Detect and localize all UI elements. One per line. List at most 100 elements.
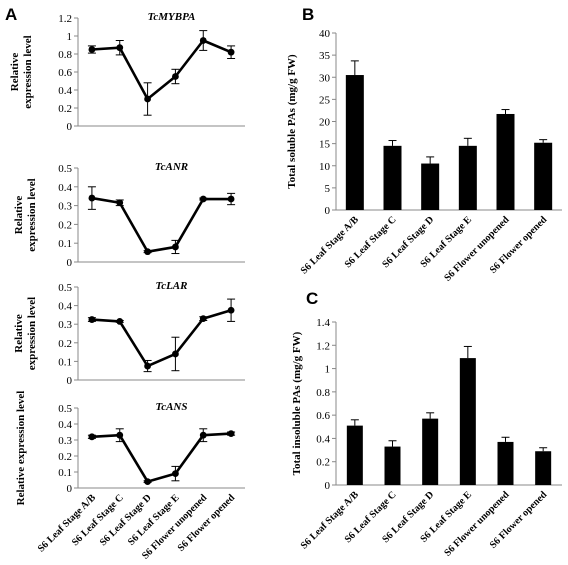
y-tick-label: 0.2 xyxy=(58,338,72,350)
bar xyxy=(383,145,402,210)
y-tick-label: 0 xyxy=(67,483,73,495)
data-point xyxy=(88,194,96,202)
y-tick-label: 20 xyxy=(319,117,331,129)
panel-letter-a: A xyxy=(5,5,17,24)
chart-title: TcANS xyxy=(156,401,188,413)
y-tick-label: 0.8 xyxy=(316,387,330,399)
bar xyxy=(535,451,552,485)
data-point xyxy=(88,316,96,323)
bar xyxy=(384,446,401,485)
chart-5: 0 0.2 0.4 0.6 0.8 1 1.2 1.4 Total insoluble PAs … xyxy=(291,317,562,559)
bar xyxy=(497,441,514,485)
y-tick-label: 0.6 xyxy=(316,410,330,422)
chart-title: TcMYBPA xyxy=(148,11,196,23)
data-point xyxy=(88,433,96,441)
y-tick-label: 25 xyxy=(319,94,331,106)
data-point xyxy=(144,95,151,103)
y-tick-label: 0.5 xyxy=(58,163,72,175)
data-point xyxy=(227,48,235,56)
data-point xyxy=(88,46,96,53)
data-point xyxy=(116,44,124,52)
y-tick-label: 0 xyxy=(67,257,73,269)
y-tick-label: 0 xyxy=(325,480,331,492)
chart-4: 0 5 10 15 20 25 30 35 40 Total soluble PAs (mg/g … xyxy=(286,28,562,284)
y-axis-label: Relative xyxy=(13,314,25,353)
bar xyxy=(345,75,364,210)
y-tick-label: 0.4 xyxy=(58,419,72,431)
y-tick-label: 40 xyxy=(319,28,331,40)
chart-1: 0 0.1 0.2 0.3 0.4 0.5 Relative expression level… xyxy=(13,161,245,269)
data-point xyxy=(144,478,151,485)
y-tick-label: 0.1 xyxy=(58,467,72,479)
data-point xyxy=(199,315,207,323)
y-tick-label: 1.2 xyxy=(58,13,72,25)
y-tick-label: 0.3 xyxy=(58,435,72,447)
y-tick-label: 1.2 xyxy=(316,340,330,352)
y-tick-label: 15 xyxy=(319,139,331,151)
series-line xyxy=(91,196,232,253)
data-point xyxy=(116,431,124,439)
y-tick-label: 10 xyxy=(319,161,331,173)
series-line xyxy=(91,309,232,368)
series-line xyxy=(91,39,232,101)
data-point xyxy=(116,318,124,325)
data-point xyxy=(144,362,151,370)
y-tick-label: 0.8 xyxy=(58,49,72,61)
bar xyxy=(422,418,439,485)
panel-letter-b: B xyxy=(302,5,314,24)
y-axis-label: Relative xyxy=(13,196,25,235)
x-tick-label: S6 Flower unopened xyxy=(442,214,512,284)
data-point xyxy=(172,350,179,358)
series-line xyxy=(91,432,232,483)
bar xyxy=(496,113,515,210)
y-axis-label: expression level xyxy=(26,178,38,251)
y-tick-label: 0.2 xyxy=(58,219,72,231)
y-tick-label: 0.4 xyxy=(58,301,72,313)
bar xyxy=(346,425,363,485)
bar xyxy=(534,142,553,210)
data-point xyxy=(227,195,235,203)
y-tick-label: 0.2 xyxy=(58,451,72,463)
y-tick-label: 0.1 xyxy=(58,356,72,368)
data-point xyxy=(199,431,207,439)
y-tick-label: 30 xyxy=(319,72,331,84)
y-tick-label: 0.1 xyxy=(58,238,72,250)
data-point xyxy=(172,73,179,80)
y-axis-label: Relative expression level xyxy=(15,391,27,506)
y-tick-label: 0.3 xyxy=(58,319,72,331)
x-tick-label: S6 Flower unopened xyxy=(442,489,512,559)
y-axis-label: expression level xyxy=(22,35,34,108)
chart-title: TcLAR xyxy=(156,280,188,292)
chart-0: 0 0.2 0.4 0.6 0.8 1 1.2 Relative expression leve… xyxy=(9,11,245,133)
y-tick-label: 5 xyxy=(325,183,331,195)
y-tick-label: 0.4 xyxy=(58,85,72,97)
y-tick-label: 0.2 xyxy=(58,103,72,115)
bar xyxy=(421,163,440,210)
y-axis-label: Total insoluble PAs (mg/g FW) xyxy=(291,331,303,475)
bar xyxy=(459,358,476,485)
y-tick-label: 1 xyxy=(325,364,331,376)
y-tick-label: 0 xyxy=(325,205,331,217)
chart-3: 0 0.1 0.2 0.3 0.4 0.5 Relative expression leve… xyxy=(15,391,245,562)
y-axis-label: expression level xyxy=(26,297,38,370)
chart-title: TcANR xyxy=(155,161,188,173)
data-point xyxy=(116,199,124,207)
y-axis-label: Relative xyxy=(9,53,21,92)
y-tick-label: 35 xyxy=(319,50,331,62)
y-tick-label: 1 xyxy=(67,31,73,43)
bar xyxy=(458,145,477,210)
data-point xyxy=(172,243,179,251)
panel-letter-c: C xyxy=(306,289,318,308)
y-tick-label: 0.4 xyxy=(316,433,330,445)
data-point xyxy=(144,248,151,256)
y-tick-label: 1.4 xyxy=(316,317,330,329)
y-tick-label: 0 xyxy=(67,121,73,133)
y-tick-label: 0.4 xyxy=(58,182,72,194)
data-point xyxy=(172,470,179,477)
y-tick-label: 0 xyxy=(67,375,73,387)
data-point xyxy=(227,306,235,314)
data-point xyxy=(199,37,207,44)
chart-2: 0 0.1 0.2 0.3 0.4 0.5 Relative expression level… xyxy=(13,280,245,387)
